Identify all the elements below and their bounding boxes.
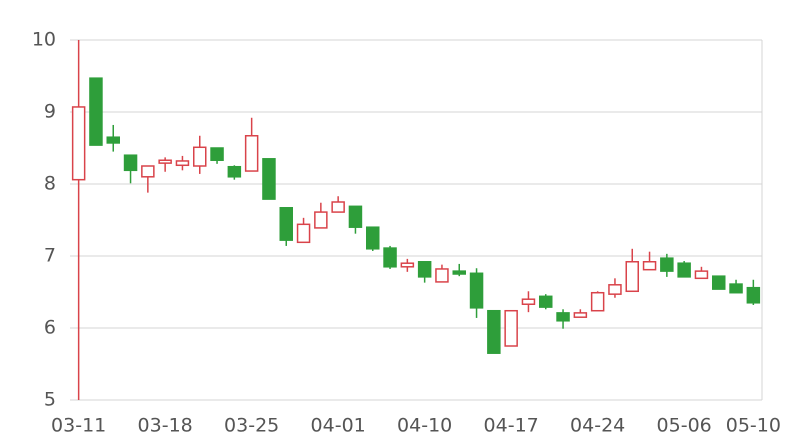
candle-body (106, 136, 120, 144)
candle-body (694, 270, 709, 280)
candle-body (539, 295, 553, 308)
candle-body (383, 247, 397, 268)
candle-body (746, 286, 761, 304)
y-tick-label: 5 (44, 389, 56, 411)
candle-body (141, 165, 155, 178)
y-tick-label: 8 (44, 173, 56, 195)
candle-body (452, 270, 466, 275)
y-tick-label: 10 (32, 29, 56, 51)
candle-body (400, 262, 415, 268)
candle-body (123, 154, 138, 172)
y-tick-label: 9 (44, 101, 56, 123)
candle-body (660, 257, 674, 272)
candle-body (158, 159, 172, 164)
x-tick-label: 04-17 (484, 415, 539, 437)
candle-body (642, 261, 657, 271)
candle-body (521, 298, 536, 305)
candle-body (487, 309, 501, 354)
candle-body (331, 201, 345, 213)
candle-body (296, 223, 311, 244)
y-tick-label: 6 (44, 317, 56, 339)
candle-body (504, 309, 518, 347)
candle-body (677, 262, 691, 278)
x-tick-label: 05-10 (726, 415, 781, 437)
candle-body (210, 147, 224, 161)
x-tick-label: 05-06 (657, 415, 712, 437)
x-tick-label: 04-24 (570, 415, 625, 437)
candle-body (348, 205, 363, 228)
candle-body (71, 106, 86, 181)
x-tick-label: 03-18 (138, 415, 193, 437)
candle-body (435, 268, 449, 283)
candle-body (590, 291, 605, 312)
y-tick-label: 7 (44, 245, 56, 267)
candle-body (625, 261, 639, 293)
candle-body (227, 165, 242, 178)
candle-body (608, 284, 622, 295)
x-tick-label: 04-10 (397, 415, 452, 437)
x-tick-label: 03-11 (51, 415, 106, 437)
candle-body (729, 283, 743, 294)
candle-body (556, 312, 570, 322)
candle-body (469, 272, 484, 309)
candle-body (417, 261, 432, 278)
candle-body (314, 211, 328, 229)
candle-body (712, 275, 726, 290)
candle-body (573, 312, 588, 318)
candle-body (244, 135, 259, 172)
candle-body (89, 77, 103, 146)
candle-body (279, 207, 293, 241)
x-tick-label: 04-01 (311, 415, 366, 437)
candle-body (193, 146, 207, 167)
x-tick-label: 03-25 (224, 415, 279, 437)
candle-body (262, 158, 276, 200)
candle-body (366, 226, 380, 250)
candle-body (175, 160, 190, 167)
